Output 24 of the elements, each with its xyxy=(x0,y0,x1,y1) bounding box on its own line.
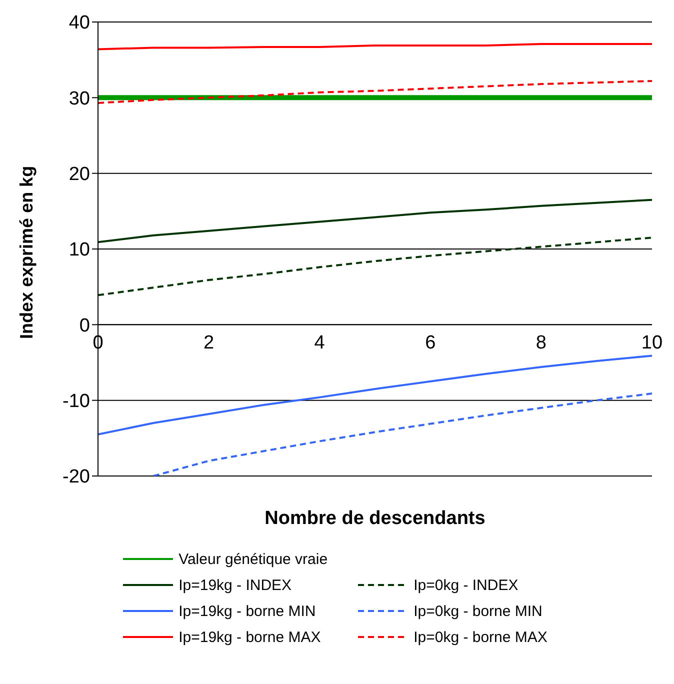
x-tick-label: 8 xyxy=(536,332,546,354)
legend-label: Ip=0kg - INDEX xyxy=(414,576,518,594)
x-tick-label: 6 xyxy=(425,332,436,354)
legend-label: Ip=0kg - borne MIN xyxy=(414,602,542,620)
y-tick-label: 40 xyxy=(68,12,90,34)
x-tick-label: 2 xyxy=(204,332,214,354)
y-axis-title: Index exprimé en kg xyxy=(16,166,36,339)
legend-label: Valeur génétique vraie xyxy=(178,550,328,568)
y-tick-label: 30 xyxy=(68,88,90,110)
y-tick-label: -20 xyxy=(62,466,90,488)
x-tick-label: 4 xyxy=(314,332,326,354)
line-series xyxy=(152,392,652,476)
legend-label: Ip=19kg - borne MIN xyxy=(178,602,316,620)
x-tick-label: 10 xyxy=(641,332,663,354)
y-tick-label: 10 xyxy=(68,240,90,261)
legend-label: Ip=19kg - borne MAX xyxy=(178,628,321,646)
legend-label: Ip=0kg - borne MAX xyxy=(414,628,548,646)
y-tick-label: -10 xyxy=(62,391,90,412)
y-tick-label: 20 xyxy=(68,164,90,186)
legend-label: Ip=19kg - INDEX xyxy=(178,576,292,594)
y-tick-label: 0 xyxy=(79,315,90,336)
line-series xyxy=(98,80,652,104)
line-series xyxy=(98,198,652,244)
x-axis-title: Nombre de descendants xyxy=(264,508,486,529)
